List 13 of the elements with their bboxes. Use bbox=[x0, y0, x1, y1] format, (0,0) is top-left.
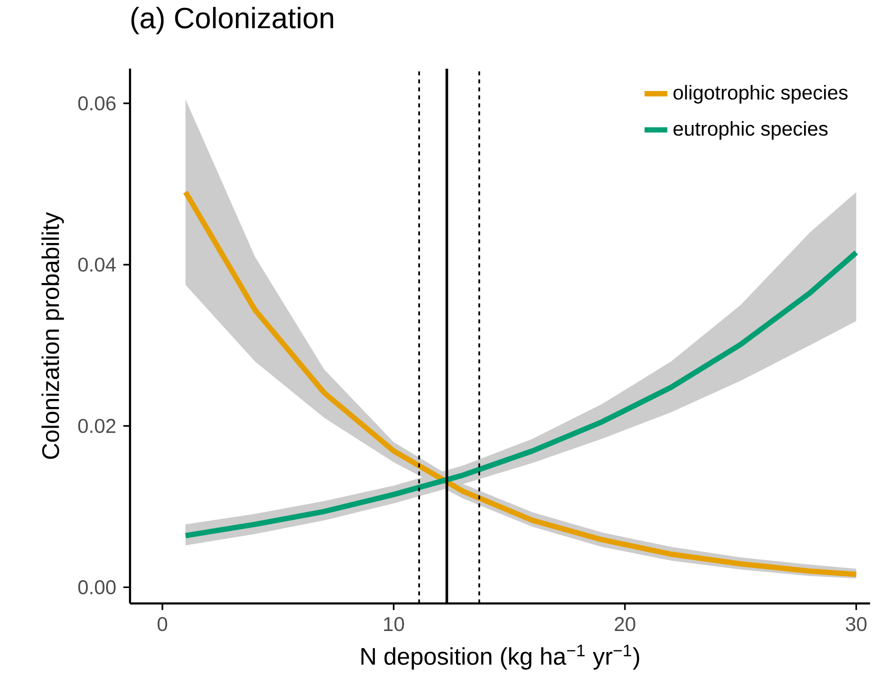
x-tick-label: 0 bbox=[158, 616, 168, 631]
y-tick-label: 0.02 bbox=[78, 418, 116, 433]
x-tick-label: 10 bbox=[384, 616, 404, 631]
y-tick-label: 0.04 bbox=[78, 257, 116, 272]
x-axis-title: N deposition (kg ha$^{−1}$ yr$^{−1}$) bbox=[361, 644, 640, 670]
legend-label: oligotrophic species bbox=[674, 84, 848, 104]
y-tick-label: 0.00 bbox=[78, 580, 116, 594]
legend-label: eutrophic species bbox=[674, 120, 828, 140]
y-tick-label: 0.06 bbox=[78, 96, 116, 110]
y-axis-title: Colonization probability bbox=[42, 212, 64, 459]
x-tick-label: 30 bbox=[846, 616, 867, 631]
chart-title: (a) Colonization bbox=[131, 6, 334, 34]
x-tick-label: 20 bbox=[614, 616, 636, 631]
